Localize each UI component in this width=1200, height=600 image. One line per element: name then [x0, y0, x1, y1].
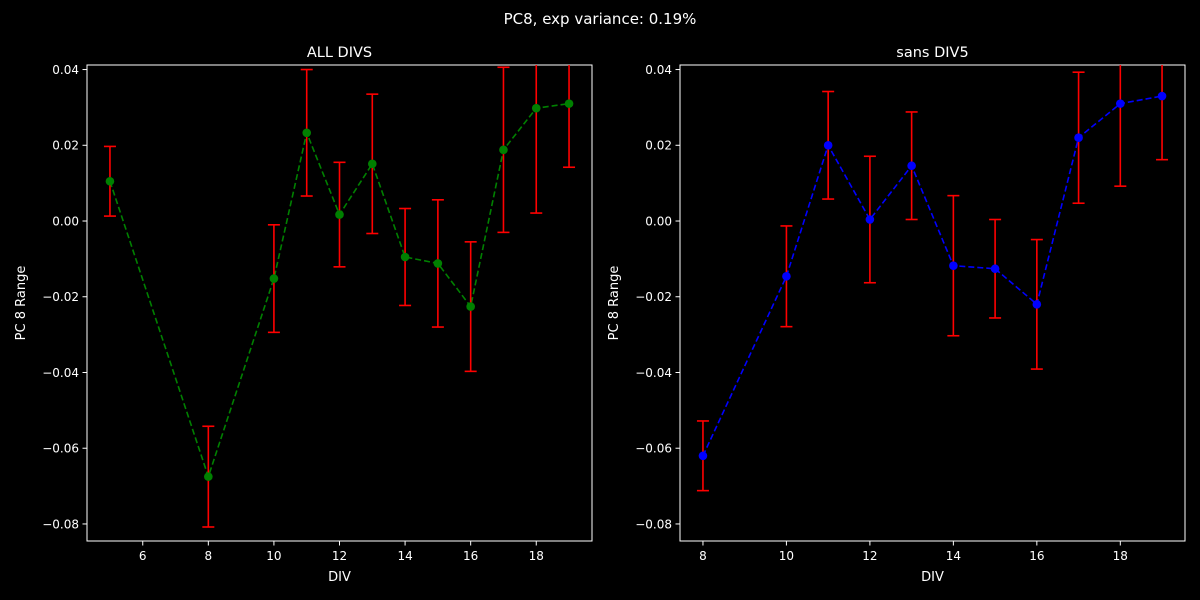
left-data-point: [367, 159, 377, 169]
left-data-point: [105, 176, 115, 186]
right-x-axis-label: DIV: [921, 570, 944, 585]
right-xtick-label: 18: [1113, 549, 1128, 563]
right-data-point: [782, 272, 791, 281]
left-ytick-label: −0.04: [42, 366, 79, 380]
right-data-point: [1032, 300, 1042, 309]
left-data-point: [269, 274, 279, 283]
left-ytick-label: 0.02: [52, 139, 79, 153]
right-data-point: [1116, 99, 1125, 108]
left-data-point: [302, 128, 312, 138]
left-xtick-label: 10: [266, 549, 281, 563]
left-ytick-label: −0.06: [42, 442, 79, 456]
right-plot-area: [696, 65, 1169, 492]
right-xtick-label: 14: [946, 549, 961, 563]
left-x-axis-label: DIV: [328, 570, 351, 585]
right-ytick-label: −0.04: [635, 366, 672, 380]
left-data-point: [466, 302, 475, 311]
right-axes-frame: [679, 64, 1186, 542]
left-ytick-label: −0.02: [42, 290, 79, 304]
right-data-point: [823, 140, 833, 150]
right-ytick-label: 0.04: [645, 63, 672, 77]
left-ytick-label: 0.04: [52, 63, 79, 77]
left-data-point: [400, 252, 410, 262]
left-ytick-label: −0.08: [42, 517, 79, 531]
right-data-point: [865, 215, 875, 224]
right-ytick-label: −0.06: [635, 442, 672, 456]
left-xtick-label: 18: [529, 549, 544, 563]
left-chart-panel: ALL DIVS 6 8 10 12 14 16 18 −0.08 −0.06 −0.04 −0.02…: [14, 45, 593, 585]
right-xtick-label: 10: [779, 549, 794, 563]
right-ytick-label: 0.00: [645, 214, 672, 228]
left-data-point: [204, 472, 213, 481]
left-chart-title: ALL DIVS: [307, 45, 372, 61]
left-data-point: [531, 103, 541, 113]
left-data-point: [499, 145, 508, 155]
right-xtick-label: 12: [862, 549, 877, 563]
left-data-point: [564, 99, 574, 108]
right-data-point: [1074, 133, 1083, 143]
left-xtick-label: 12: [332, 549, 347, 563]
right-ytick-label: −0.08: [635, 517, 672, 531]
left-series-line: [109, 102, 570, 480]
right-xtick-label: 16: [1029, 549, 1044, 563]
left-y-axis-label: PC 8 Range: [14, 266, 29, 341]
right-chart-title: sans DIV5: [896, 45, 968, 61]
left-xtick-label: 16: [463, 549, 478, 563]
left-data-point: [433, 259, 443, 268]
right-y-axis-label: PC 8 Range: [607, 266, 622, 341]
figure-suptitle: PC8, exp variance: 0.19%: [504, 10, 697, 28]
right-data-point: [990, 264, 1000, 274]
left-xtick-label: 14: [397, 549, 412, 563]
right-data-point: [949, 261, 958, 271]
right-data-point: [1157, 91, 1167, 101]
left-data-point: [335, 210, 344, 219]
right-ytick-label: 0.02: [645, 139, 672, 153]
right-chart-panel: sans DIV5 8 10 12 14 16 18 −0.08 −0.06 −0.04 −0.02…: [607, 45, 1186, 585]
left-xtick-label: 6: [139, 549, 147, 563]
right-xtick-label: 8: [699, 549, 707, 563]
right-ytick-label: −0.02: [635, 290, 672, 304]
left-ytick-label: 0.00: [52, 214, 79, 228]
left-plot-area: [103, 65, 576, 528]
right-data-point: [698, 451, 708, 461]
right-data-point: [907, 161, 916, 171]
left-xtick-label: 8: [205, 549, 213, 563]
